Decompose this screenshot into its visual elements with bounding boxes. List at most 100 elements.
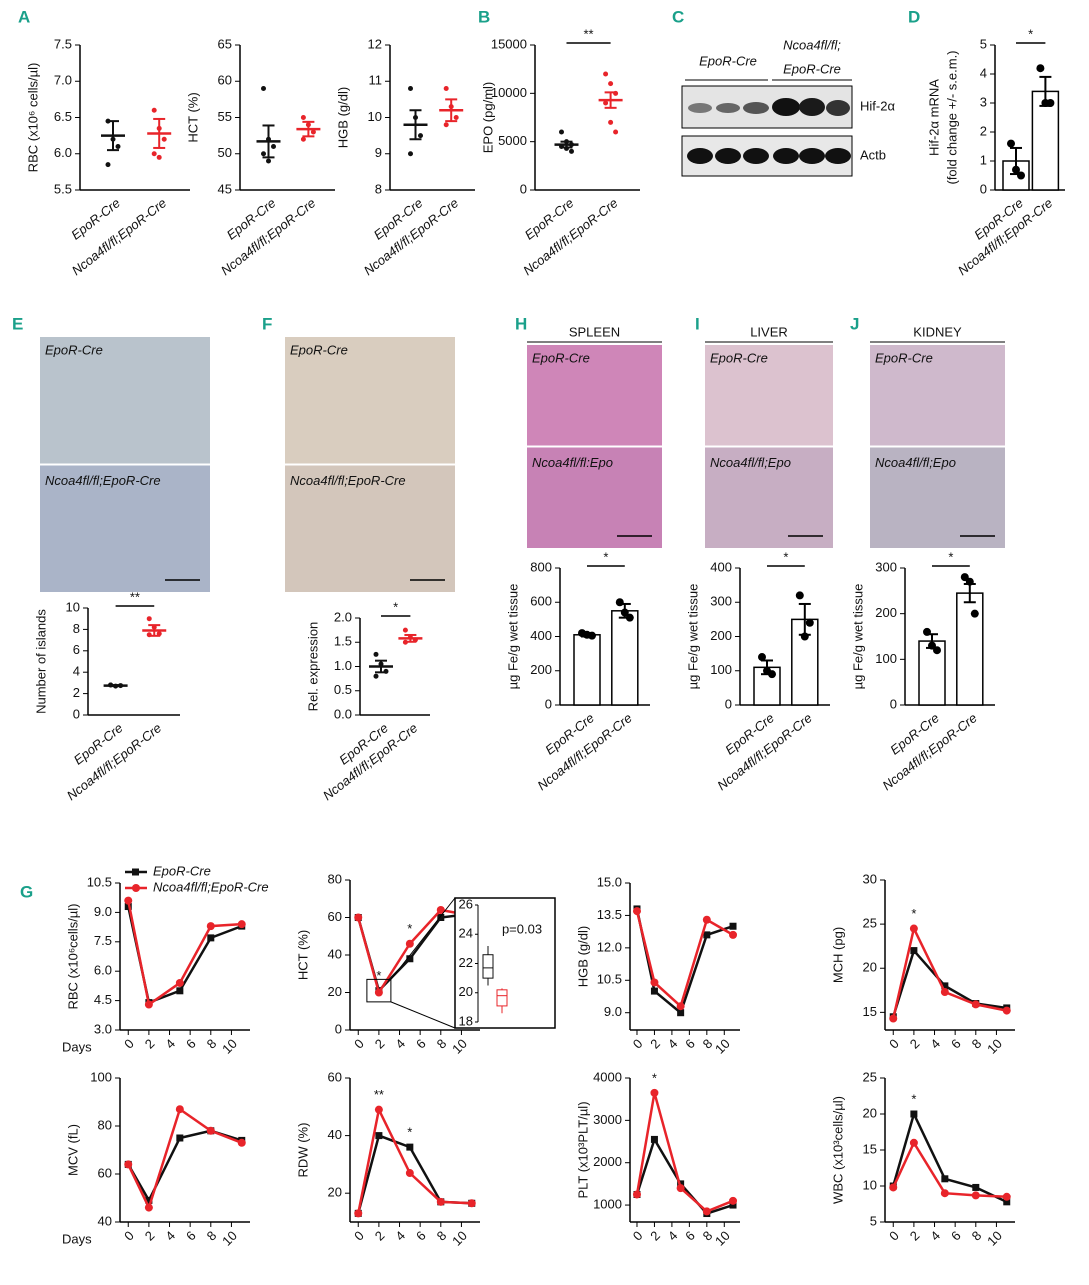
y-tick-label: 12 xyxy=(368,36,382,51)
y-tick-label: 6.5 xyxy=(54,109,72,124)
series-line xyxy=(127,900,242,1007)
x-tick-label: 10 xyxy=(712,1228,733,1249)
data-point xyxy=(271,144,276,149)
y-tick-label: 1.0 xyxy=(334,658,352,673)
y-tick-label: 0 xyxy=(890,696,897,711)
data-point xyxy=(603,100,609,106)
data-point xyxy=(115,144,121,149)
data-point xyxy=(374,988,383,997)
y-tick-label: 8 xyxy=(375,181,382,196)
y-tick-label: 6.0 xyxy=(94,963,112,978)
sig-label: * xyxy=(948,549,953,564)
data-point xyxy=(206,1126,215,1135)
data-point xyxy=(151,151,157,157)
y-axis-label: µg Fe/g wet tissue xyxy=(685,584,700,690)
x-tick-label: 6 xyxy=(948,1228,964,1244)
data-point xyxy=(405,939,414,948)
data-point xyxy=(632,1190,641,1199)
data-point xyxy=(1002,1192,1011,1201)
chart-panel: 15 20 25 30 MCH (pg) 0 2 4 6 8 10 * xyxy=(830,871,1015,1057)
y-tick-label: 100 xyxy=(875,651,897,666)
y-tick-label: 0 xyxy=(545,696,552,711)
image-title: SPLEEN xyxy=(569,324,620,339)
data-point xyxy=(145,1196,153,1204)
y-tick-label: 15 xyxy=(863,1004,877,1019)
micrograph xyxy=(705,345,833,446)
data-point xyxy=(941,982,949,990)
data-point xyxy=(940,988,949,997)
bar xyxy=(611,610,639,706)
y-tick-label: 15.0 xyxy=(597,874,622,889)
data-point xyxy=(1002,1006,1011,1015)
data-point xyxy=(237,1138,246,1147)
y-tick-label: 1000 xyxy=(593,1196,622,1211)
data-point xyxy=(261,86,266,91)
y-axis-label: WBC (x10³cells/µl) xyxy=(830,1096,845,1204)
zoom-connector xyxy=(390,897,456,980)
data-point xyxy=(910,1110,918,1118)
y-tick-label: 12.0 xyxy=(597,939,622,954)
panel-letter: G xyxy=(20,882,33,901)
x-tick-label: 6 xyxy=(682,1228,698,1244)
data-point xyxy=(406,955,414,963)
y-tick-label: 800 xyxy=(530,559,552,574)
y-tick-label: 20 xyxy=(328,1185,342,1200)
data-point xyxy=(603,71,609,77)
data-point xyxy=(237,920,246,929)
y-tick-label: 400 xyxy=(710,559,732,574)
y-tick-label: 13.5 xyxy=(597,907,622,922)
y-tick-label: 4000 xyxy=(593,1069,622,1084)
image-label: Ncoa4fl/fl;Epo xyxy=(875,455,956,470)
y-axis-label: HGB (g/dl) xyxy=(575,926,590,987)
x-tick-label: 10 xyxy=(449,1228,470,1249)
y-tick-label: 600 xyxy=(530,594,552,609)
chart-panel: G 3.0 4.5 6.0 7.5 9.0 10.5 RBC (x10⁶cells/µl) 0 2… xyxy=(20,863,269,1056)
data-point xyxy=(437,914,445,921)
y-tick-label: 10 xyxy=(368,109,382,124)
band-label: Actb xyxy=(860,147,886,162)
x-tick-label: 0 xyxy=(351,1228,367,1244)
y-tick-label: 60 xyxy=(218,73,232,88)
x-tick-label: 0 xyxy=(630,1228,646,1244)
data-point xyxy=(436,906,445,914)
zoom-box xyxy=(366,978,392,1003)
x-tick-label: 4 xyxy=(927,1036,943,1052)
blot-group: EpoR-Cre xyxy=(699,53,757,68)
panel-letter: C xyxy=(672,7,684,26)
data-point xyxy=(650,1088,659,1097)
y-axis-label: RBC (x10⁶ cells/µl) xyxy=(25,63,40,173)
series-line xyxy=(635,1136,734,1215)
data-point xyxy=(702,1207,711,1216)
y-tick-label: 60 xyxy=(328,1069,342,1084)
x-axis-label: Days xyxy=(62,1231,92,1246)
y-tick-label: 65 xyxy=(218,36,232,51)
image-label: Ncoa4fl/fl;EpoR-Cre xyxy=(45,473,161,488)
x-tick-label: 2 xyxy=(907,1036,923,1052)
data-point xyxy=(941,1175,949,1183)
y-tick-label: 60 xyxy=(98,1165,112,1180)
y-tick-label: 80 xyxy=(98,1117,112,1132)
y-tick-label: 2 xyxy=(980,123,987,138)
bands xyxy=(687,98,851,164)
x-tick-label: 4 xyxy=(927,1228,943,1244)
image-label: EpoR-Cre xyxy=(45,342,103,357)
micrograph xyxy=(705,447,833,548)
data-point xyxy=(105,162,111,168)
y-tick-label: 0.0 xyxy=(334,706,352,721)
y-tick-label: 7.0 xyxy=(54,73,72,88)
bar xyxy=(1031,90,1060,191)
x-tick-label: 2 xyxy=(647,1036,663,1052)
image-label: EpoR-Cre xyxy=(532,350,590,365)
y-tick-label: 2.0 xyxy=(334,609,352,624)
y-tick-label: 40 xyxy=(98,1213,112,1228)
y-tick-label: 55 xyxy=(218,109,232,124)
y-tick-label: 40 xyxy=(328,946,342,961)
y-axis-label: MCH (pg) xyxy=(830,927,845,983)
annotation: * xyxy=(911,906,916,921)
y-axis-label: RBC (x10⁶cells/µl) xyxy=(65,903,80,1009)
y-tick-label: 1.5 xyxy=(334,634,352,649)
